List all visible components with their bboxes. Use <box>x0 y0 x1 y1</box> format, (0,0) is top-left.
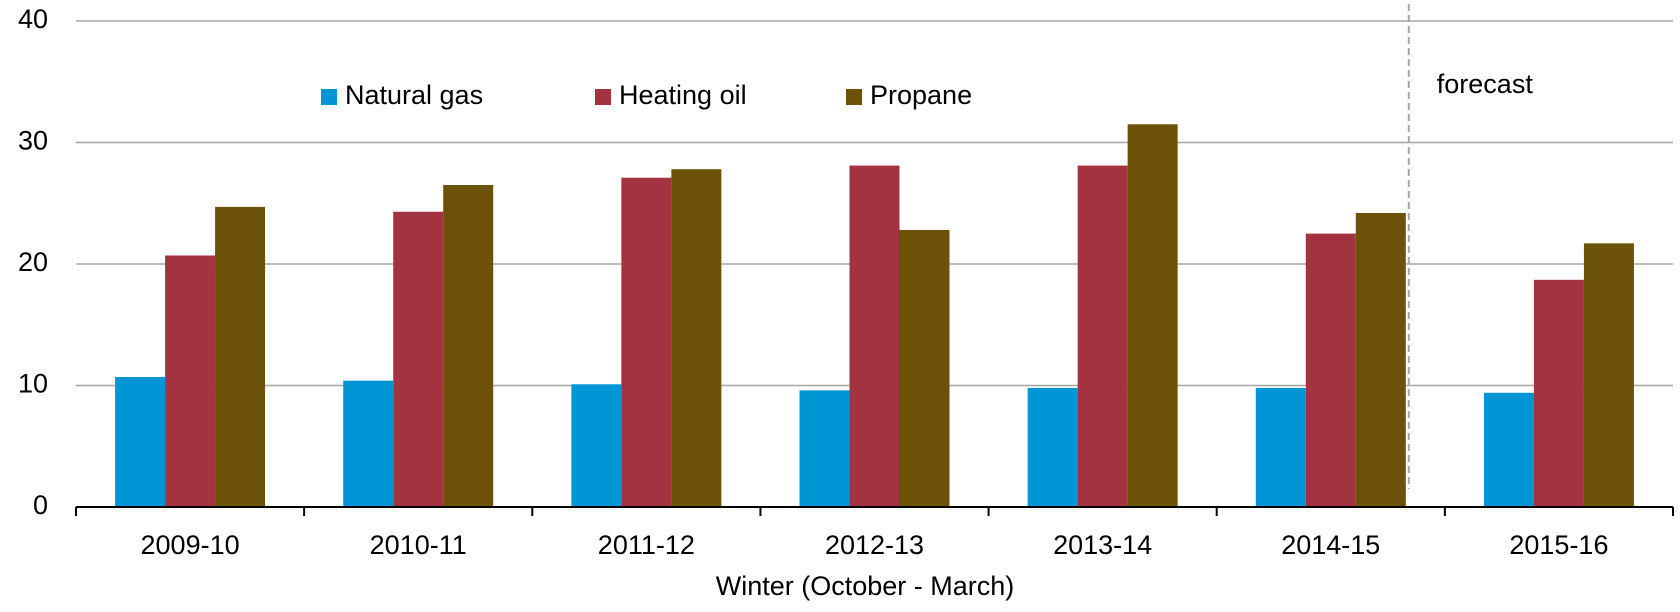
bar <box>1483 392 1534 507</box>
y-tick-label: 40 <box>18 4 48 34</box>
bar <box>343 380 394 507</box>
bar <box>1127 124 1178 508</box>
legend-swatch <box>846 89 862 105</box>
y-tick-label: 30 <box>18 126 48 156</box>
bar <box>1355 212 1406 507</box>
x-tick-label: 2013-14 <box>1053 530 1152 560</box>
bar <box>165 255 216 507</box>
y-tick-label: 20 <box>18 247 48 277</box>
bar <box>849 165 900 507</box>
x-axis-title: Winter (October - March) <box>716 571 1015 601</box>
bar <box>1305 233 1356 507</box>
legend-label: Heating oil <box>619 80 747 110</box>
bar <box>1533 279 1584 507</box>
x-tick-label: 2014-15 <box>1281 530 1380 560</box>
x-tick-label: 2012-13 <box>825 530 924 560</box>
bar <box>1583 243 1634 507</box>
legend-swatch <box>595 89 611 105</box>
annotation: forecast <box>1437 69 1534 99</box>
bar <box>1255 387 1306 507</box>
x-tick-label: 2010-11 <box>370 530 467 560</box>
legend-label: Propane <box>870 80 972 110</box>
x-tick-label: 2015-16 <box>1509 530 1608 560</box>
bar <box>899 229 950 508</box>
bar <box>571 384 622 507</box>
bar <box>1077 165 1128 507</box>
bar <box>1027 387 1078 507</box>
x-tick-label: 2009-10 <box>141 530 240 560</box>
bar <box>799 390 850 507</box>
bar <box>215 206 266 507</box>
bar <box>621 177 672 508</box>
legend-label: Natural gas <box>345 80 483 110</box>
x-tick-label: 2011-12 <box>598 530 695 560</box>
y-tick-label: 10 <box>18 369 48 399</box>
bar <box>393 211 444 507</box>
bar <box>443 185 494 507</box>
bar <box>671 169 722 508</box>
legend-swatch <box>321 89 337 105</box>
bar <box>115 376 166 507</box>
y-tick-label: 0 <box>33 490 48 520</box>
